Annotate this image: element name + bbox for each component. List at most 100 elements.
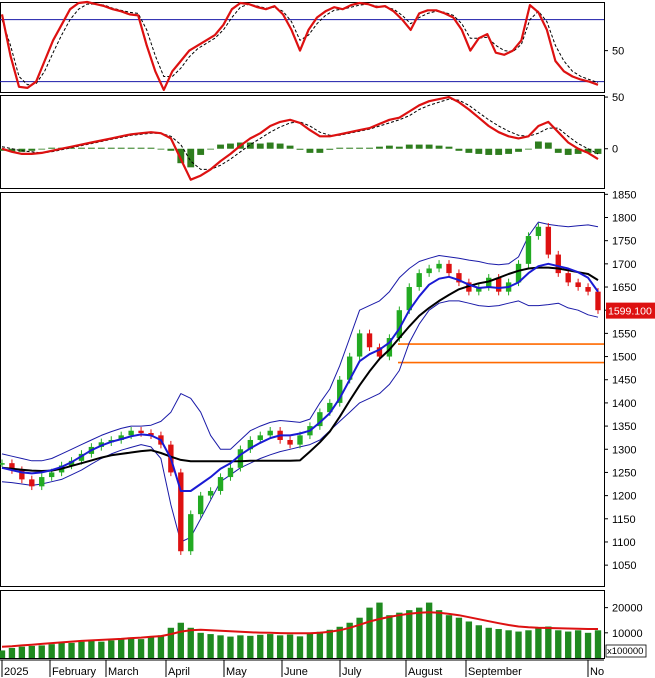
- macd-histogram-bar: [137, 147, 145, 149]
- macd-histogram-bar: [78, 147, 85, 149]
- volume-bar: [376, 602, 383, 658]
- candle-body: [337, 379, 343, 403]
- macd-histogram-bar: [495, 148, 503, 155]
- volume-bar: [58, 642, 65, 658]
- macd-histogram-bar: [435, 145, 443, 149]
- candle-body: [436, 263, 442, 269]
- candle-body: [207, 490, 214, 496]
- macd-tick-1: 0: [612, 144, 618, 156]
- stochastic-tick-0: 50: [612, 46, 624, 58]
- volume-bar: [187, 627, 194, 658]
- volume-bar: [574, 630, 582, 658]
- macd-histogram-bar: [157, 148, 165, 150]
- price-tick-6: 1550: [612, 328, 636, 340]
- volume-bar: [594, 630, 602, 658]
- volume-panel: [0, 590, 605, 659]
- macd-histogram-bar: [594, 148, 602, 154]
- macd-histogram-bar: [505, 148, 513, 154]
- volume-bar: [18, 646, 26, 658]
- macd-tick-0: 50: [612, 92, 624, 104]
- volume-bar: [197, 632, 204, 658]
- volume-tick-1: 10000: [612, 628, 643, 640]
- macd-histogram-bar: [356, 147, 364, 149]
- month-label: 2025: [4, 666, 28, 678]
- bollinger-upper-band: [1, 221, 599, 462]
- price-tick-4: 1650: [612, 282, 636, 294]
- macd-histogram-bar: [385, 145, 393, 149]
- candle-body: [386, 338, 393, 357]
- candle-body: [287, 439, 293, 445]
- macd-histogram-bar: [147, 147, 155, 149]
- candle-body: [247, 439, 254, 450]
- volume-bar: [584, 632, 592, 658]
- macd-histogram-bar: [207, 148, 215, 150]
- candle-body: [585, 287, 591, 292]
- volume-bar: [207, 634, 214, 658]
- volume-bar: [386, 615, 393, 658]
- price-tick-9: 1400: [612, 398, 636, 410]
- macd-histogram-bar: [525, 148, 532, 150]
- volume-bar: [445, 615, 453, 658]
- candle-body: [327, 402, 333, 413]
- macd-histogram-bar: [97, 147, 105, 149]
- volume-ma-line: [1, 611, 598, 648]
- macd-histogram-bar: [28, 148, 36, 151]
- candle-body: [188, 514, 194, 552]
- candle-body: [416, 273, 422, 288]
- volume-bar: [118, 639, 125, 658]
- last-price-label: 1599.100: [608, 306, 652, 318]
- volume-bar: [495, 629, 502, 658]
- price-tick-3: 1700: [612, 259, 636, 271]
- volume-bar: [416, 607, 423, 658]
- candle-body: [178, 472, 184, 552]
- volume-bar: [127, 637, 135, 658]
- macd-histogram-bar: [246, 142, 254, 149]
- macd-histogram-bar: [366, 147, 373, 149]
- volume-bar: [276, 635, 284, 658]
- price-tick-16: 1050: [612, 560, 636, 572]
- candle-body: [376, 347, 383, 357]
- macd-histogram-bar: [445, 146, 453, 149]
- volume-bar: [38, 645, 45, 658]
- macd-histogram-bar: [217, 144, 224, 149]
- macd-histogram-bar: [87, 147, 95, 149]
- candle-body: [297, 435, 303, 445]
- macd-histogram-bar: [475, 148, 483, 154]
- volume-bar: [257, 634, 264, 658]
- macd-histogram-bar: [266, 142, 274, 149]
- macd-histogram-bar: [376, 146, 383, 149]
- macd-histogram-bar: [316, 148, 324, 153]
- volume-bar: [555, 630, 562, 658]
- month-label: June: [284, 666, 308, 678]
- macd-histogram-bar: [465, 148, 473, 153]
- volume-unit-box: [605, 644, 647, 658]
- candle-body: [575, 282, 581, 288]
- macd-histogram-bar: [306, 148, 314, 153]
- volume-bar: [48, 644, 55, 658]
- month-label: August: [408, 666, 442, 678]
- candle-body: [456, 273, 462, 283]
- candle-body: [545, 226, 552, 255]
- macd-histogram-bar: [177, 148, 185, 164]
- volume-bar: [237, 635, 244, 658]
- stochastic-slow-line: [1, 3, 599, 86]
- price-tick-10: 1350: [612, 421, 636, 433]
- volume-bar: [316, 631, 324, 658]
- macd-histogram-bar: [276, 143, 284, 149]
- macd-histogram-bar: [544, 142, 552, 149]
- volume-bar: [366, 607, 373, 658]
- candle-body: [565, 273, 571, 283]
- candle-body: [19, 470, 25, 480]
- bollinger-lower-band: [1, 300, 599, 543]
- macd-histogram-bar: [107, 147, 115, 149]
- macd-histogram-bar: [405, 144, 413, 149]
- candle-body: [9, 463, 15, 471]
- macd-histogram-bar: [256, 143, 264, 149]
- macd-histogram-bar: [8, 148, 16, 152]
- volume-bar: [147, 636, 155, 658]
- month-label: July: [342, 666, 362, 678]
- candle-body: [366, 333, 373, 348]
- volume-bar: [545, 626, 552, 658]
- candle-body: [138, 430, 144, 434]
